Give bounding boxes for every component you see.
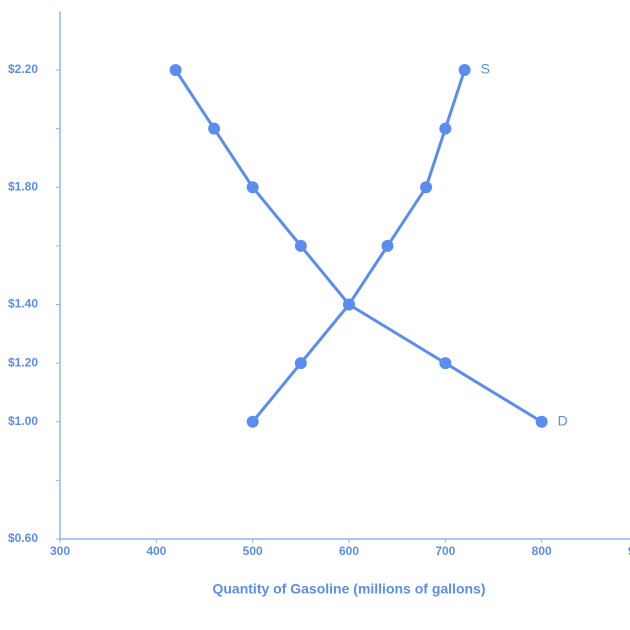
data-point (246, 415, 259, 428)
series-line (251, 69, 467, 423)
data-point (294, 239, 307, 252)
data-point (343, 298, 355, 311)
data-point (535, 415, 548, 428)
y-tick-label: $0.60 (8, 531, 38, 545)
x-tick-label: 300 (50, 544, 70, 558)
x-tick-label: 600 (339, 544, 359, 558)
x-tick-label: 500 (243, 544, 263, 558)
data-point (169, 64, 182, 77)
data-point (458, 64, 471, 77)
data-point (439, 357, 452, 370)
data-point (294, 357, 307, 370)
data-point (246, 181, 259, 194)
x-tick-label: 900 (628, 544, 630, 558)
y-tick-label: $1.00 (8, 414, 38, 428)
data-point (420, 181, 433, 194)
y-tick-label: $2.20 (8, 62, 38, 76)
data-point (381, 239, 394, 252)
y-tick-label: $1.40 (8, 297, 38, 311)
series-label: S (481, 61, 490, 77)
data-point (208, 122, 221, 135)
y-tick-label: $1.20 (8, 355, 38, 369)
x-tick-label: 400 (146, 544, 166, 558)
series-line (174, 69, 543, 424)
data-point (439, 122, 452, 135)
y-tick-label: $1.80 (8, 179, 38, 193)
x-tick-label: 700 (435, 544, 455, 558)
x-tick-label: 800 (532, 544, 552, 558)
series-label: D (558, 412, 568, 428)
x-axis-label: Quantity of Gasoline (millions of gallon… (212, 581, 485, 597)
